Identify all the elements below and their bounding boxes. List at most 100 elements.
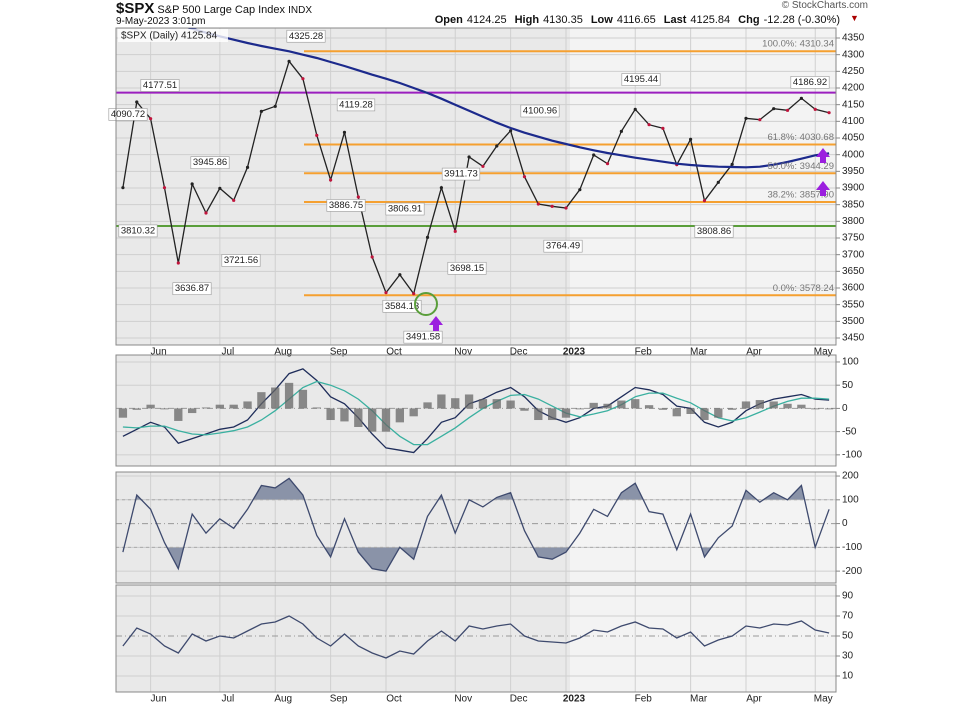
series-line: [122, 477, 830, 572]
low-circle: [414, 292, 438, 316]
annotation-box: [385, 202, 425, 216]
series-line: [122, 368, 830, 454]
price-annotation: 3636.87: [175, 283, 209, 294]
y-tick-label: -50: [842, 426, 857, 437]
y-tick-label: 200: [842, 471, 859, 482]
x-tick-label: Apr: [746, 694, 762, 705]
y-tick-label: 3800: [842, 216, 865, 227]
histogram-bar: [603, 403, 612, 409]
y-tick-label: 0: [842, 403, 848, 414]
price-point: [176, 261, 180, 265]
panel-frame: [115, 27, 837, 346]
annotation-box: [520, 104, 560, 118]
price-annotation: 3911.73: [444, 169, 478, 180]
plot-layer: 3450 3500 3550 3600 3650 3700 3750 3800 3850 3900…: [108, 28, 865, 705]
series-line: [122, 380, 830, 446]
price-point: [716, 180, 720, 184]
histogram-bar: [561, 408, 571, 418]
panel-frame: [115, 471, 837, 584]
price-point: [536, 202, 540, 206]
panel-bg: [570, 28, 836, 345]
y-tick-label: 50: [842, 631, 854, 642]
x-tick-label: Mar: [690, 694, 708, 705]
price-point: [605, 162, 610, 166]
decorations: [414, 148, 830, 331]
annotation-box: [694, 225, 734, 238]
backgrounds: [116, 28, 836, 692]
price-point: [772, 107, 776, 111]
annotation-box: [190, 156, 230, 170]
annotation-box: [140, 79, 180, 92]
price-point: [453, 229, 457, 233]
annotation-box: [790, 76, 830, 89]
price-point: [619, 129, 623, 133]
histogram-bar: [700, 408, 709, 421]
histogram-bar: [534, 408, 543, 421]
price-point: [315, 133, 319, 137]
y-tick-label: -100: [842, 449, 862, 460]
histogram-bar: [548, 408, 557, 421]
exchange: INDX: [288, 5, 313, 16]
price-point: [785, 108, 790, 112]
price-point: [329, 178, 333, 182]
series-line: [122, 615, 830, 659]
panel: [116, 355, 836, 466]
level-label: 38.2%: 3857.90: [767, 190, 834, 201]
price-point: [259, 109, 263, 113]
histogram-bar: [395, 408, 404, 423]
histogram-bar: [368, 408, 377, 432]
x-tick-label: Jun: [151, 694, 167, 705]
price-point: [273, 104, 277, 108]
price-point: [412, 292, 416, 296]
x-tick-label: Apr: [746, 347, 762, 358]
histogram-bar: [437, 394, 446, 409]
price-annotation: 4090.72: [111, 109, 145, 120]
price-annotation: 3491.58: [406, 332, 440, 343]
quote-value: 4116.65: [616, 14, 656, 26]
y-tick-label: 100: [842, 494, 859, 505]
histogram-bar: [589, 402, 598, 409]
price-point: [730, 162, 734, 166]
histogram-bar: [160, 408, 169, 410]
x-tick-label: Oct: [386, 347, 402, 358]
x-tick-label: 2023: [563, 347, 586, 358]
y-tick-label: 3550: [842, 299, 865, 310]
price-point: [495, 144, 499, 148]
y-tick-label: 4200: [842, 83, 865, 94]
y-tick-label: 3750: [842, 233, 865, 244]
histogram-bar: [520, 408, 529, 411]
annotation-box: [286, 29, 326, 43]
up-arrow: [816, 181, 830, 196]
histogram-bar: [312, 407, 321, 409]
histogram-bar: [741, 401, 751, 409]
panel-bg: [116, 28, 570, 345]
histogram-bar: [644, 405, 654, 409]
y-tick-label: 30: [842, 651, 854, 662]
price-annotation: 4195.44: [624, 74, 658, 85]
level-label: 100.0%: 4310.34: [762, 39, 834, 50]
y-tick-label: 4300: [842, 49, 865, 60]
price-point: [813, 107, 817, 111]
price-point: [758, 118, 762, 122]
panel-frame: [115, 354, 837, 467]
annotation-box: [326, 199, 366, 212]
histogram-bar: [284, 382, 294, 409]
price-point: [702, 199, 707, 203]
price-point: [135, 100, 139, 104]
histogram-bar: [188, 408, 197, 414]
y-tick-label: -200: [842, 566, 862, 577]
panel-bg: [116, 585, 570, 692]
price-point: [218, 186, 222, 190]
price-annotation: 3945.86: [193, 157, 227, 168]
panel: [116, 472, 836, 583]
x-tick-label: Nov: [454, 694, 472, 705]
annotation-box: [441, 167, 481, 181]
y-tick-label: 10: [842, 671, 854, 682]
title-row: $SPX S&P 500 Large Cap Index INDX: [116, 0, 312, 17]
x-tick-label: Dec: [510, 694, 528, 705]
histogram-bar: [257, 392, 266, 409]
annotation-box: [447, 261, 487, 275]
price-point: [578, 188, 582, 192]
y-tick-label: 3600: [842, 283, 865, 294]
histogram-bar: [617, 400, 626, 409]
